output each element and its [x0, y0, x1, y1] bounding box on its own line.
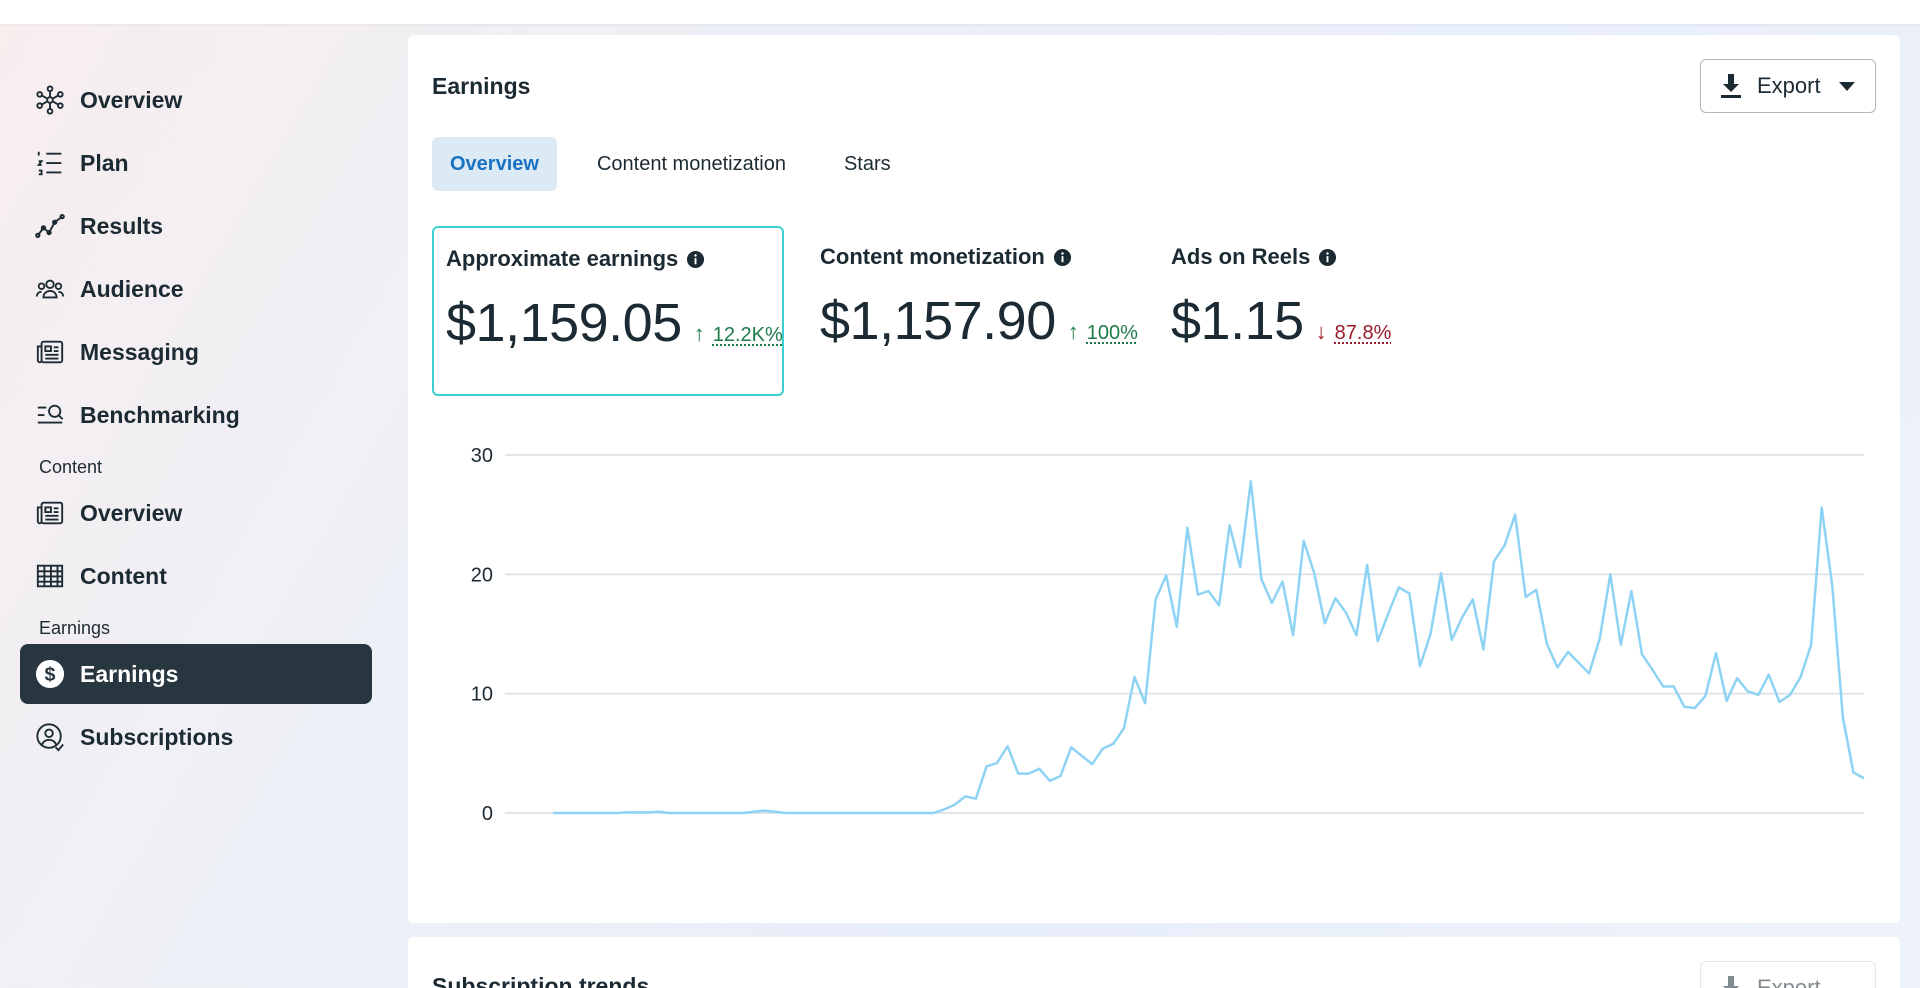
metric-value: $1,157.90 — [820, 291, 1056, 351]
delta-percent[interactable]: 12.2K% — [712, 324, 783, 346]
sidebar-item-results[interactable]: Results — [20, 196, 372, 256]
sidebar: Overview Plan Results Audience Messaging… — [20, 70, 372, 770]
sidebar-item-label: Overview — [80, 86, 183, 113]
metric-value: $1.15 — [1171, 291, 1304, 351]
sidebar-item-label: Benchmarking — [80, 401, 240, 428]
people-icon — [34, 273, 66, 305]
sidebar-item-label: Earnings — [80, 660, 179, 687]
list-icon — [34, 147, 66, 179]
metric-delta: ↓ 87.8% — [1316, 319, 1392, 345]
sidebar-item-label: Audience — [80, 275, 184, 302]
trend-icon — [34, 210, 66, 242]
series-line[interactable] — [553, 480, 1865, 815]
sidebar-item-label: Results — [80, 212, 164, 239]
export-label: Export — [1757, 975, 1821, 988]
news-icon — [34, 497, 66, 529]
section-label-earnings: Earnings — [39, 618, 111, 638]
export-label: Export — [1757, 73, 1821, 98]
delta-percent[interactable]: 87.8% — [1334, 322, 1392, 344]
sidebar-item-overview[interactable]: Overview — [20, 70, 372, 130]
table-icon — [34, 560, 66, 592]
dollar-icon: $ — [34, 658, 66, 690]
tab-overview[interactable]: Overview — [432, 137, 557, 191]
svg-text:$: $ — [45, 664, 56, 686]
export-button[interactable]: Export — [1700, 961, 1876, 988]
info-icon[interactable] — [686, 250, 705, 269]
network-icon — [34, 84, 66, 116]
y-tick-label: 30 — [471, 445, 493, 467]
sidebar-item-messaging[interactable]: Messaging — [20, 322, 372, 382]
sidebar-item-earnings[interactable]: $ Earnings — [20, 644, 372, 704]
download-icon — [1721, 74, 1741, 98]
x-tick-label: Nov 20 — [923, 824, 986, 825]
metric-delta: ↑ 100% — [1068, 319, 1138, 345]
tab-stars[interactable]: Stars — [843, 153, 891, 175]
sidebar-item-audience[interactable]: Audience — [20, 259, 372, 319]
sidebar-item-subscriptions[interactable]: Subscriptions — [20, 707, 372, 767]
y-tick-label: 10 — [471, 684, 493, 706]
info-icon[interactable] — [1318, 248, 1337, 267]
top-bar — [0, 0, 1920, 24]
y-tick-label: 20 — [471, 564, 493, 586]
delta-percent[interactable]: 100% — [1086, 322, 1138, 344]
arrow-up-icon: ↑ — [693, 321, 705, 346]
sidebar-item-plan[interactable]: Plan — [20, 133, 372, 193]
card-title: Earnings — [432, 73, 531, 99]
download-icon — [1723, 976, 1739, 988]
export-button[interactable]: Export — [1700, 59, 1876, 113]
y-tick-label: 0 — [482, 803, 493, 825]
metric-label: Approximate earnings — [446, 246, 679, 271]
sidebar-item-benchmarking[interactable]: Benchmarking — [20, 385, 372, 445]
chevron-down-icon — [1839, 81, 1855, 91]
search-list-icon — [34, 399, 66, 431]
metric-delta: ↑ 12.2K% — [694, 321, 783, 347]
sidebar-item-label: Overview — [80, 499, 183, 526]
line-chart: 0 10 20 30 Nov 20 — [471, 445, 1865, 846]
sidebar-item-content[interactable]: Content — [20, 546, 372, 606]
info-icon[interactable] — [1053, 248, 1072, 267]
sidebar-item-label: Plan — [80, 149, 129, 176]
user-check-icon — [34, 721, 66, 753]
sidebar-item-label: Messaging — [80, 338, 199, 365]
tab-content-monetization[interactable]: Content monetization — [596, 153, 786, 175]
arrow-up-icon: ↑ — [1067, 319, 1079, 344]
metric-label: Content monetization — [820, 244, 1045, 269]
metric-label: Ads on Reels — [1171, 244, 1311, 269]
metric-value: $1,159.05 — [446, 293, 682, 353]
earnings-card: Earnings Export Overview Content monetiz… — [408, 35, 1900, 923]
metric-content-monetization[interactable]: Content monetization $1,157.90 ↑ 100% — [820, 226, 1140, 396]
card-title: Subscription trends — [432, 973, 650, 988]
sidebar-item-label: Content — [80, 562, 167, 589]
tab-bar: Overview Content monetization Stars — [432, 137, 931, 191]
earnings-chart[interactable]: 0 10 20 30 Nov 20 — [408, 405, 1900, 846]
news-icon — [34, 336, 66, 368]
metric-ads-on-reels[interactable]: Ads on Reels $1.15 ↓ 87.8% — [1171, 226, 1431, 396]
metric-approximate-earnings[interactable]: Approximate earnings $1,159.05 ↑ 12.2K% — [432, 226, 784, 396]
section-label-content: Content — [39, 457, 103, 477]
sidebar-item-label: Subscriptions — [80, 723, 234, 750]
subscription-trends-card: Subscription trends Export — [408, 937, 1900, 988]
sidebar-item-content-overview[interactable]: Overview — [20, 483, 372, 543]
arrow-down-icon: ↓ — [1315, 319, 1327, 344]
